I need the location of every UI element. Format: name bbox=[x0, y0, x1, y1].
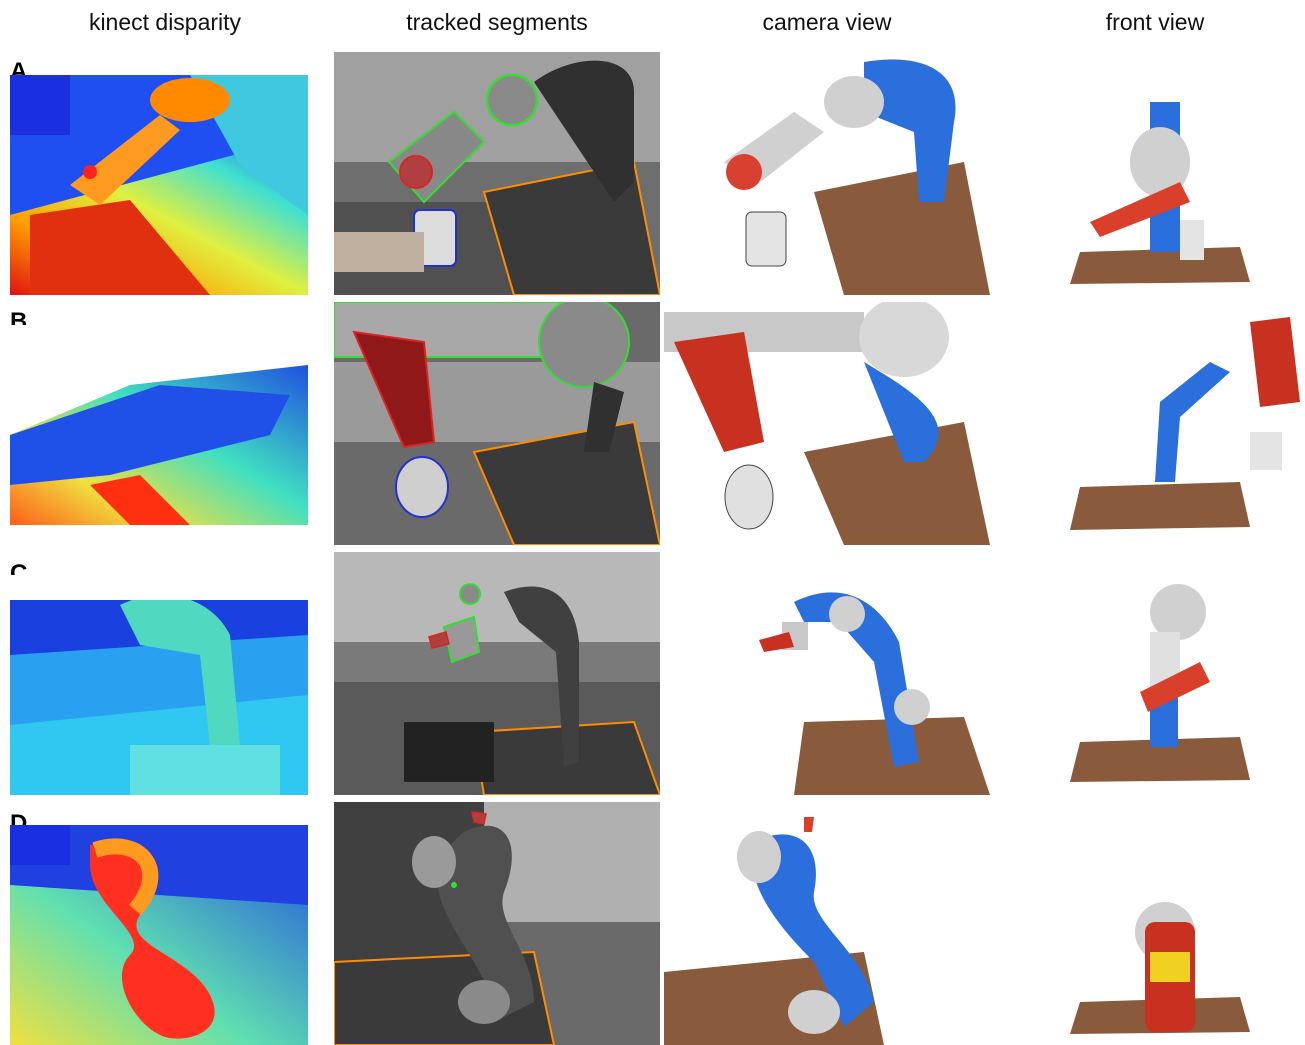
disparity-map-a bbox=[10, 75, 308, 295]
front-view-d bbox=[1000, 802, 1305, 1045]
column-header-camera-view: camera view bbox=[762, 9, 892, 35]
column-header-kinect-disparity: kinect disparity bbox=[88, 9, 242, 35]
disparity-map-b bbox=[10, 325, 308, 545]
front-view-c bbox=[1000, 552, 1305, 795]
front-view-b bbox=[1000, 302, 1305, 545]
camera-view-b bbox=[664, 302, 990, 545]
camera-view-a bbox=[664, 52, 990, 295]
disparity-map-d bbox=[10, 825, 308, 1045]
tracked-segments-b bbox=[334, 302, 660, 545]
column-header-tracked-segments: tracked segments bbox=[406, 9, 588, 35]
column-header-front-view: front view bbox=[1105, 9, 1205, 35]
front-view-a bbox=[1000, 52, 1305, 295]
camera-view-d bbox=[664, 802, 990, 1045]
camera-view-c bbox=[664, 552, 990, 795]
tracked-segments-a bbox=[334, 52, 660, 295]
tracked-segments-d bbox=[334, 802, 660, 1045]
disparity-map-c bbox=[10, 575, 308, 795]
tracked-segments-c bbox=[334, 552, 660, 795]
